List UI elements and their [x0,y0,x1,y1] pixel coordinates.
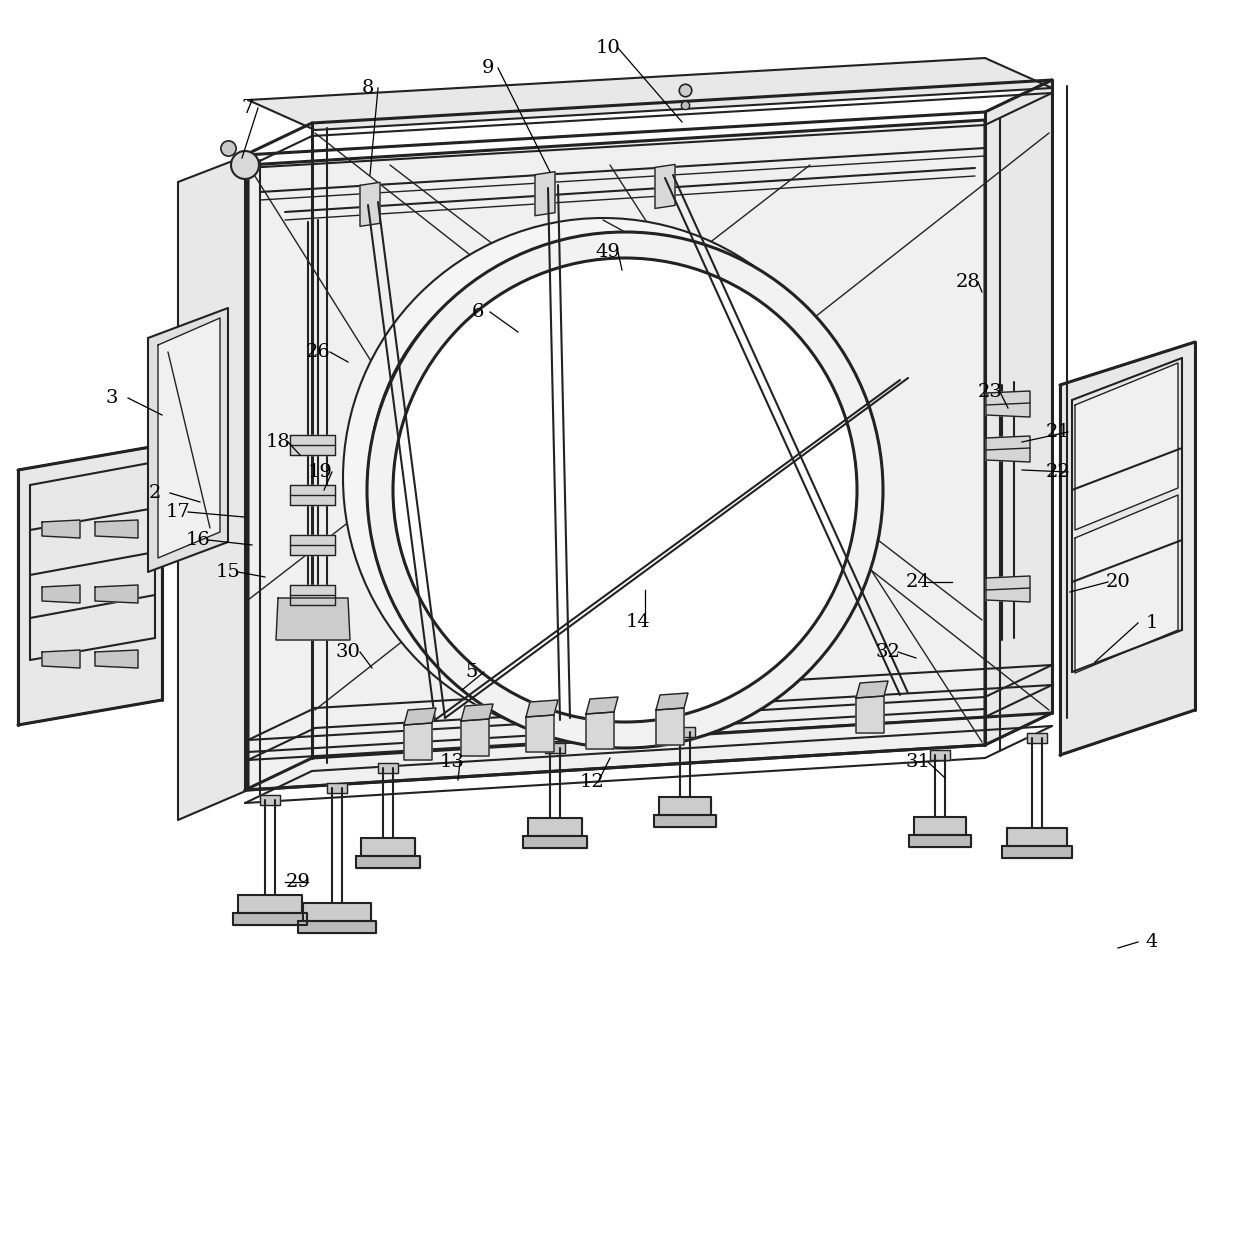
Text: 23: 23 [977,383,1002,402]
Polygon shape [248,120,985,791]
Text: 29: 29 [285,873,310,892]
Polygon shape [1060,342,1195,754]
Polygon shape [42,650,81,668]
Polygon shape [526,700,558,717]
Text: 32: 32 [875,643,900,661]
Polygon shape [404,723,432,759]
Polygon shape [148,308,228,572]
Text: 9: 9 [482,59,495,77]
Polygon shape [260,796,280,806]
Text: 22: 22 [1045,463,1070,481]
Text: 2: 2 [149,484,161,503]
Polygon shape [930,749,950,759]
Polygon shape [95,585,138,604]
Polygon shape [290,485,335,505]
Polygon shape [909,835,971,847]
Polygon shape [19,445,162,725]
Polygon shape [856,696,884,733]
Polygon shape [1075,495,1178,673]
Polygon shape [95,650,138,668]
Polygon shape [157,318,219,557]
Polygon shape [95,520,138,537]
Text: 24: 24 [905,574,930,591]
Text: 6: 6 [471,303,484,320]
Ellipse shape [370,244,837,712]
Polygon shape [290,435,335,455]
Polygon shape [653,816,715,827]
Polygon shape [856,681,888,698]
Polygon shape [303,903,371,922]
Polygon shape [233,913,308,925]
Polygon shape [461,705,494,721]
Text: 31: 31 [905,753,930,771]
Ellipse shape [343,218,863,738]
Polygon shape [42,585,81,604]
Text: 14: 14 [626,614,650,631]
Text: 18: 18 [265,433,290,451]
Polygon shape [360,182,379,226]
Polygon shape [238,895,303,913]
Polygon shape [231,151,259,180]
Text: 16: 16 [186,531,211,549]
Polygon shape [546,743,565,753]
Text: 15: 15 [216,562,241,581]
Polygon shape [523,835,587,848]
Text: 26: 26 [305,343,330,360]
Polygon shape [277,599,350,640]
Polygon shape [587,697,618,715]
Text: 3: 3 [105,389,118,407]
Text: 30: 30 [336,643,361,661]
Polygon shape [361,838,415,855]
Text: 7: 7 [242,99,254,117]
Text: 21: 21 [1045,423,1070,441]
Polygon shape [327,783,347,793]
Ellipse shape [367,232,883,748]
Polygon shape [290,585,335,605]
Polygon shape [1027,733,1047,743]
Text: 10: 10 [595,39,620,57]
Polygon shape [179,155,248,821]
Polygon shape [1002,845,1073,858]
Polygon shape [526,715,554,752]
Polygon shape [378,763,398,773]
Polygon shape [656,708,684,744]
Text: 5: 5 [466,663,479,681]
Polygon shape [1007,828,1066,845]
Text: 1: 1 [1146,614,1158,632]
Polygon shape [290,535,335,555]
Polygon shape [248,59,1052,130]
Text: 12: 12 [579,773,604,791]
Ellipse shape [393,258,857,722]
Text: 17: 17 [166,503,191,521]
Text: 28: 28 [956,273,981,291]
Polygon shape [404,708,436,725]
Polygon shape [528,818,582,835]
Polygon shape [655,165,675,208]
Polygon shape [658,797,711,816]
Text: 8: 8 [362,79,374,97]
Polygon shape [986,576,1030,602]
Polygon shape [986,436,1030,461]
Text: 13: 13 [439,753,465,771]
Polygon shape [675,727,694,737]
Polygon shape [42,520,81,537]
Polygon shape [1075,363,1178,530]
Text: 19: 19 [308,463,332,481]
Polygon shape [534,172,556,216]
Polygon shape [461,720,489,756]
Polygon shape [356,855,420,868]
Text: 20: 20 [1106,574,1131,591]
Text: 4: 4 [1146,933,1158,951]
Polygon shape [914,817,966,835]
Polygon shape [298,922,376,933]
Polygon shape [986,392,1030,416]
Polygon shape [985,80,1052,744]
Text: 49: 49 [595,243,620,261]
Polygon shape [587,712,614,749]
Polygon shape [656,693,688,710]
